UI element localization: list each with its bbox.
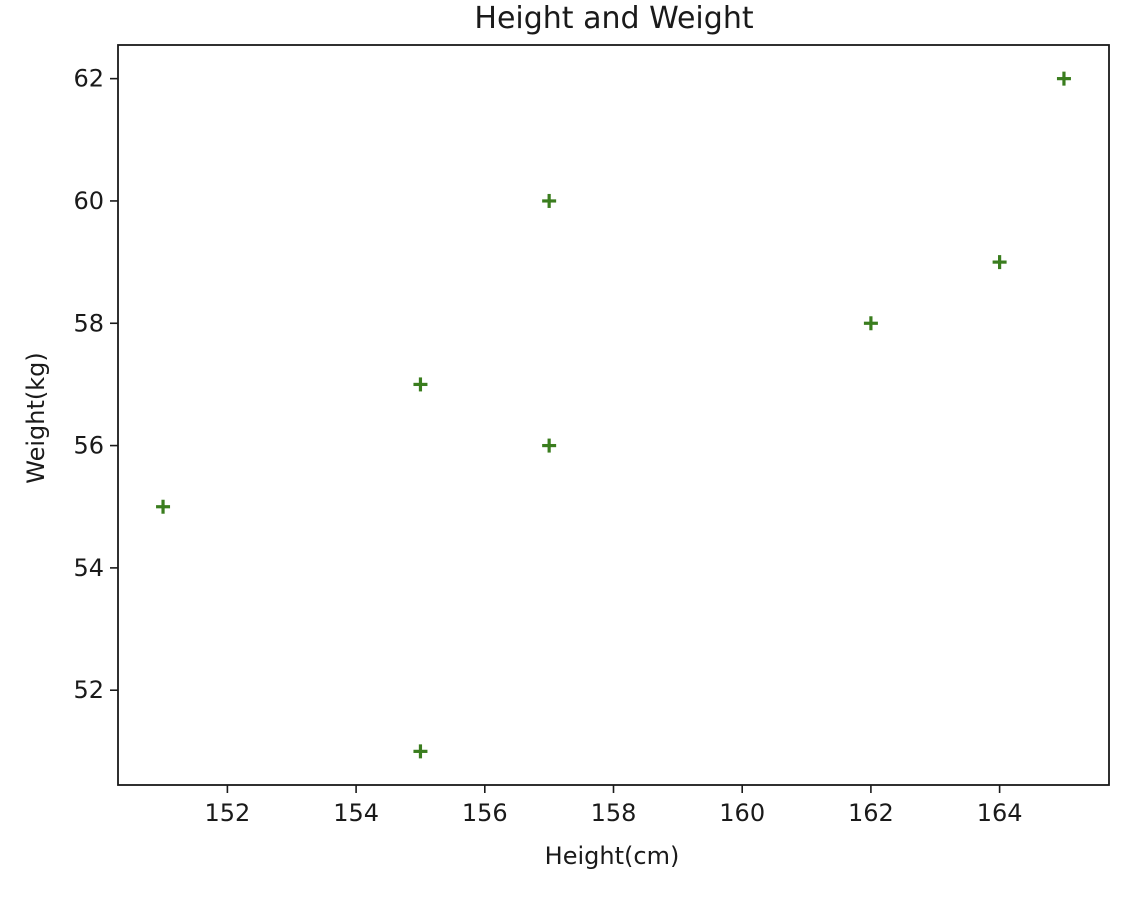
x-tick-label: 164	[977, 799, 1023, 827]
data-point	[542, 193, 557, 208]
data-points	[156, 71, 1071, 759]
x-tick-label: 152	[204, 799, 250, 827]
data-point	[542, 438, 557, 453]
data-point	[992, 255, 1007, 270]
y-tick-label: 52	[73, 676, 104, 704]
x-tick-label: 162	[848, 799, 894, 827]
x-tick-label: 160	[719, 799, 765, 827]
y-axis-label: Weight(kg)	[22, 352, 50, 483]
plot-area-frame	[117, 44, 1110, 786]
x-tick-label: 154	[333, 799, 379, 827]
data-point	[156, 499, 171, 514]
y-tick-label: 56	[73, 432, 104, 460]
x-tick-label: 158	[591, 799, 637, 827]
data-point	[1056, 71, 1071, 86]
y-tick-label: 58	[73, 309, 104, 337]
y-axis: 52 54 56 58 60 62	[73, 65, 118, 704]
data-point	[413, 744, 428, 759]
data-point	[413, 377, 428, 392]
chart-title: Height and Weight	[474, 1, 753, 36]
y-tick-label: 60	[73, 187, 104, 215]
data-point	[863, 316, 878, 331]
y-tick-label: 62	[73, 65, 104, 93]
x-axis: 152 154 156 158 160 162 164	[204, 785, 1023, 827]
x-axis-label: Height(cm)	[545, 842, 680, 870]
x-tick-label: 156	[462, 799, 508, 827]
y-tick-label: 54	[73, 554, 104, 582]
